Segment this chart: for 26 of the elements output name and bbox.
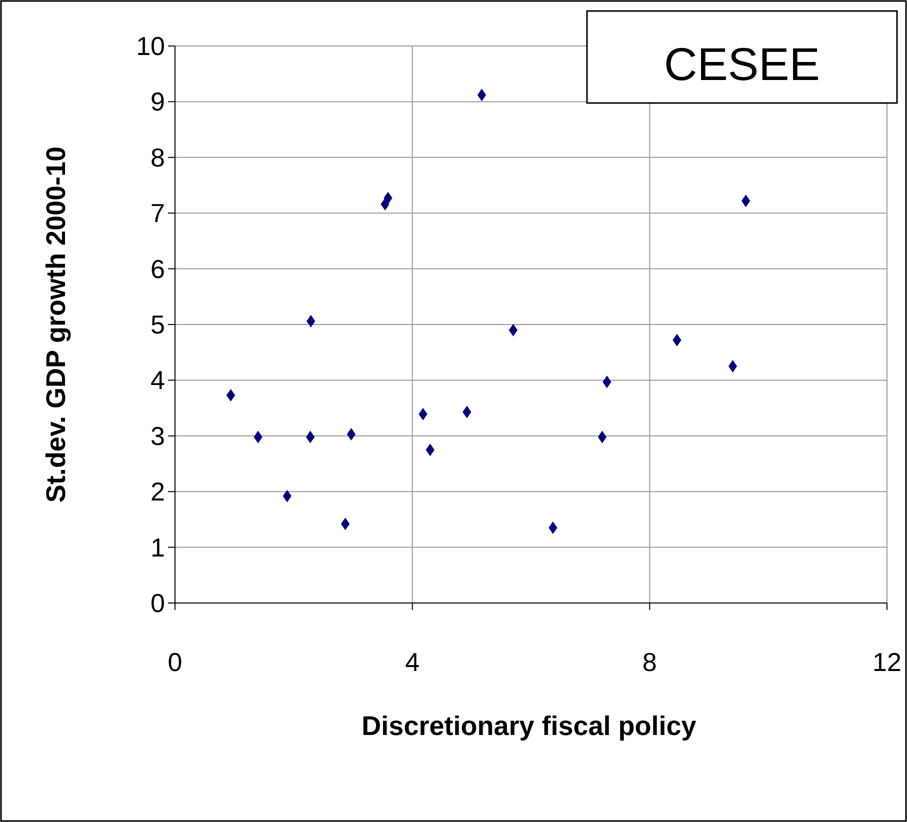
x-tick-label: 12 bbox=[872, 647, 902, 677]
y-tick-label: 2 bbox=[150, 476, 165, 507]
point bbox=[306, 430, 315, 444]
point bbox=[508, 324, 518, 336]
y-tick-label: 3 bbox=[150, 420, 165, 451]
point bbox=[728, 360, 738, 373]
point bbox=[477, 88, 486, 102]
point bbox=[346, 428, 356, 440]
y-tick-label: 8 bbox=[150, 142, 165, 172]
y-tick-label: 0 bbox=[150, 588, 165, 618]
y-tick-label: 6 bbox=[150, 254, 165, 284]
point bbox=[226, 388, 236, 402]
x-tick-label: 8 bbox=[642, 647, 657, 677]
x-axis-title: Discretionary fiscal policy bbox=[362, 711, 696, 741]
y-axis-title: St.dev. GDP growth 2000-10 bbox=[41, 146, 71, 503]
y-tick-label: 5 bbox=[150, 310, 165, 340]
point bbox=[598, 430, 607, 444]
chart-title: CESEE bbox=[664, 38, 820, 90]
y-tick-label: 7 bbox=[150, 198, 165, 228]
y-tick-label: 4 bbox=[150, 365, 165, 396]
y-tick-label: 9 bbox=[150, 86, 165, 117]
point bbox=[340, 518, 350, 530]
point bbox=[741, 194, 750, 208]
x-tick-label: 4 bbox=[405, 647, 420, 677]
y-tick-label: 1 bbox=[150, 532, 165, 562]
y-tick-label: 10 bbox=[136, 31, 165, 61]
